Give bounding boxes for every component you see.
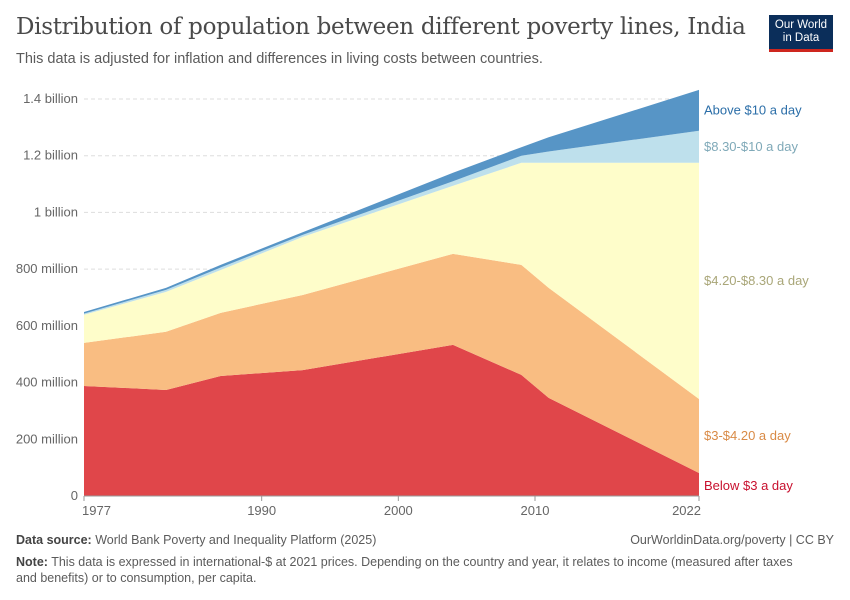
chart-subtitle: This data is adjusted for inflation and … [16,51,543,67]
y-tick-label: 0 [71,488,78,503]
area--4-20-8-30-a-day[interactable] [84,162,699,400]
y-tick-label: 800 million [16,261,78,276]
data-source: Data source: World Bank Poverty and Ineq… [16,533,376,547]
x-tick-label: 2022 [672,503,701,518]
y-tick-label: 1.4 billion [23,91,78,106]
y-tick-label: 600 million [16,318,78,333]
source-text[interactable]: World Bank Poverty and Inequality Platfo… [95,533,377,547]
y-tick-label: 200 million [16,431,78,446]
series-label: Below $3 a day [704,478,793,493]
x-tick-label: 2000 [384,503,413,518]
note-label: Note: [16,555,48,569]
chart-title: Distribution of population between diffe… [16,14,746,40]
y-tick-label: 400 million [16,375,78,390]
series-label: Above $10 a day [704,102,802,117]
note: Note: This data is expressed in internat… [16,554,816,586]
x-tick-label: 2010 [521,503,550,518]
area--3-4-20-a-day[interactable] [84,253,699,474]
source-label: Data source: [16,533,92,547]
logo-line-2: in Data [782,32,820,44]
x-tick-label: 1977 [82,503,111,518]
y-tick-label: 1 billion [34,204,78,219]
series-label: $8.30-$10 a day [704,139,798,154]
x-tick-label: 1990 [247,503,276,518]
series-label: $4.20-$8.30 a day [704,273,809,288]
area--8-30-10-a-day[interactable] [84,130,699,315]
note-text: This data is expressed in international-… [16,555,793,585]
area-above-10-a-day[interactable] [84,89,699,314]
area-below-3-a-day[interactable] [84,344,699,496]
logo-line-1: Our World [774,19,828,31]
license-link[interactable]: OurWorldinData.org/poverty | CC BY [630,533,834,547]
owid-logo[interactable]: Our World in Data [769,15,833,52]
series-label: $3-$4.20 a day [704,428,791,443]
y-tick-label: 1.2 billion [23,148,78,163]
